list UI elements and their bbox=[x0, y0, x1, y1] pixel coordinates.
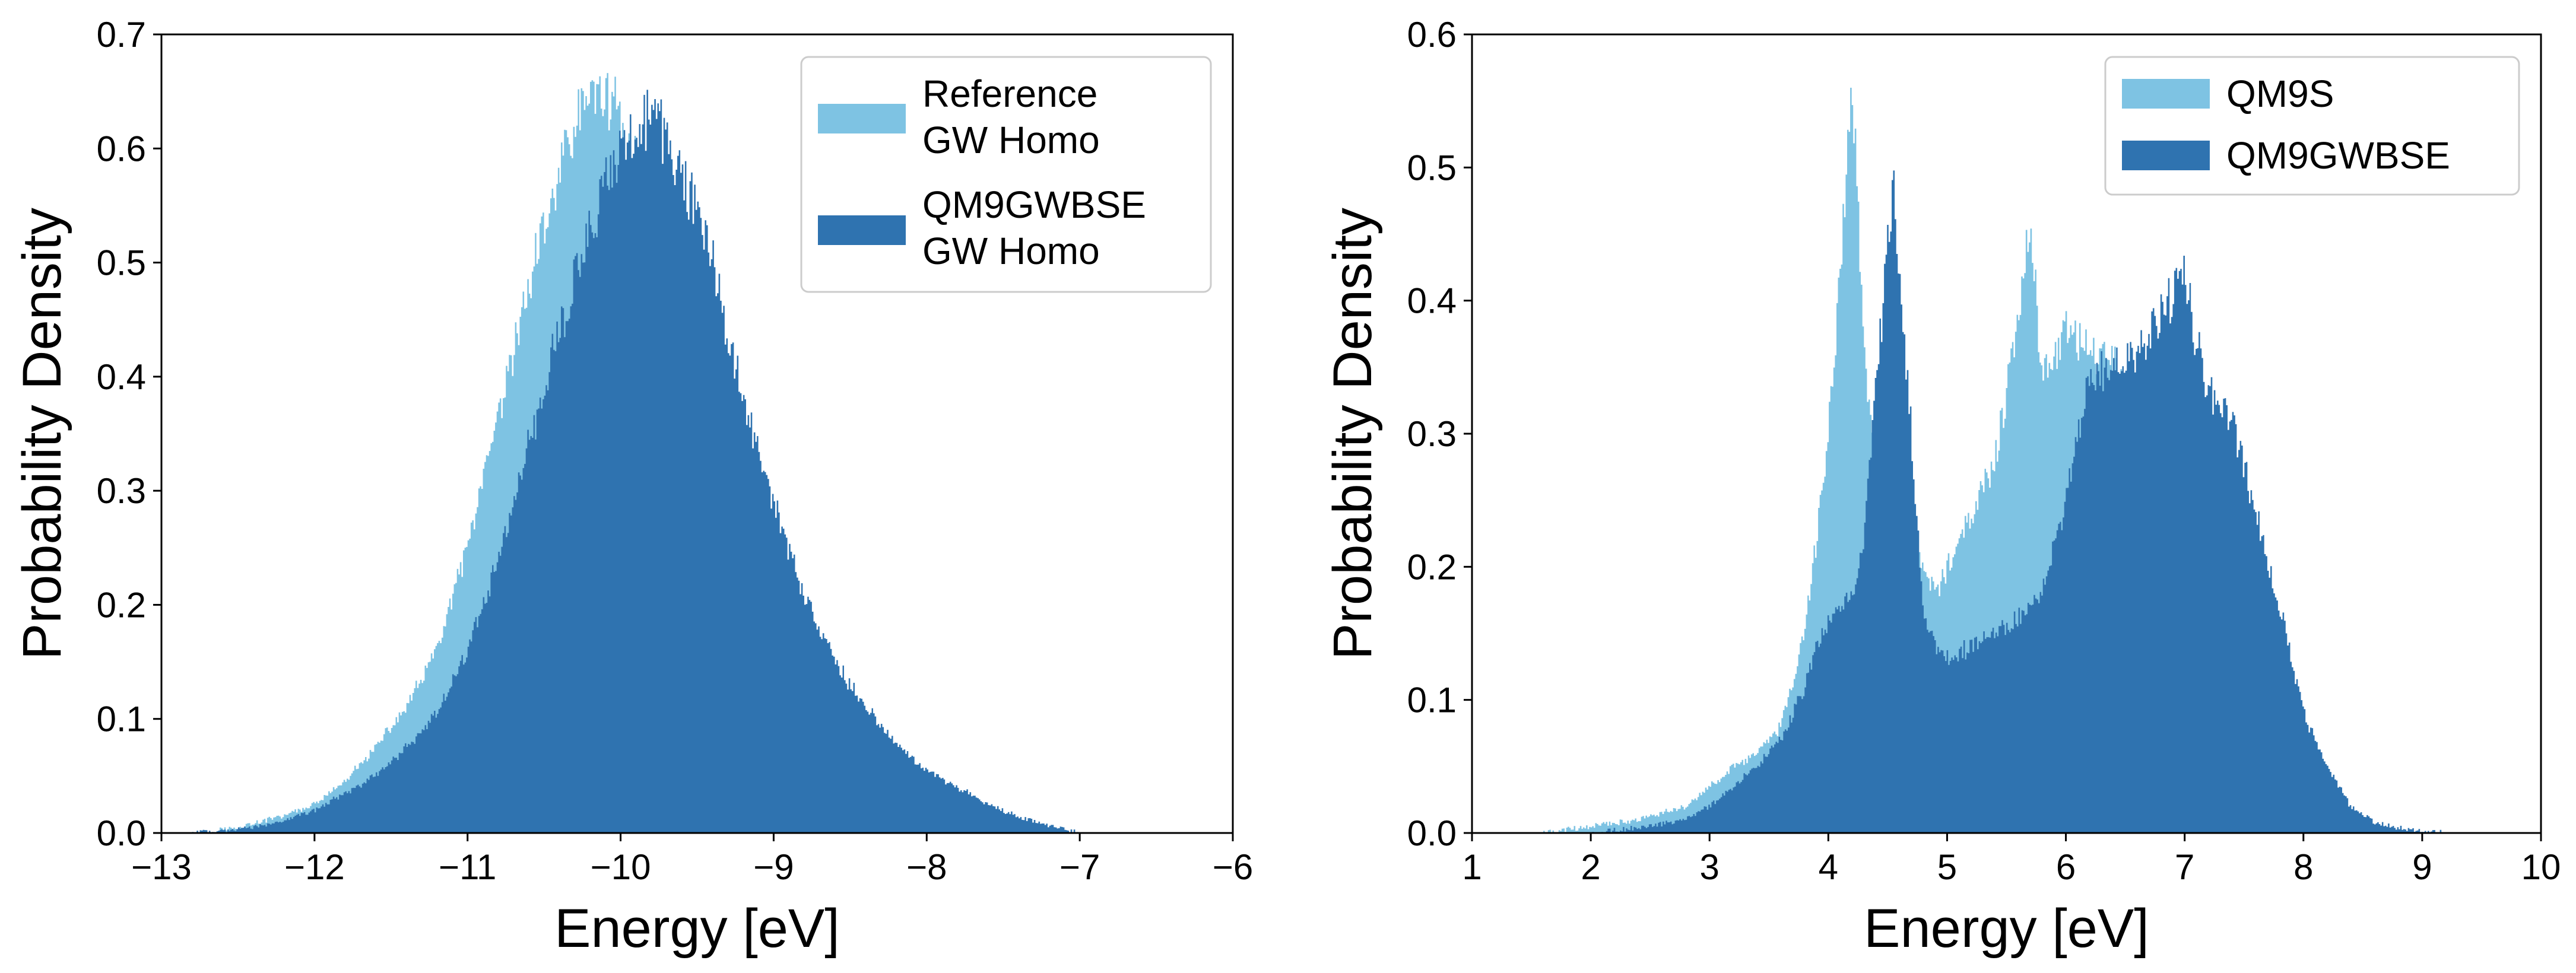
legend-label: QM9GWBSE bbox=[922, 183, 1146, 226]
x-tick-label: 1 bbox=[1462, 847, 1481, 887]
left-histogram-panel: −13 −12 −11 −10 −9 −8 −7 −6 0.00.10.20.30.40.50… bbox=[12, 15, 1253, 959]
y-tick-label: 0.0 bbox=[1407, 813, 1457, 853]
y-tick-label: 0.6 bbox=[97, 129, 146, 168]
y-tick-label: 0.3 bbox=[97, 471, 146, 511]
x-tick-label: 4 bbox=[1819, 847, 1838, 887]
y-tick-label: 0.4 bbox=[97, 357, 146, 397]
x-tick-label: −6 bbox=[1213, 847, 1253, 887]
y-tick-label: 0.0 bbox=[97, 813, 146, 853]
x-tick-label: 8 bbox=[2293, 847, 2313, 887]
legend-label: QM9GWBSE bbox=[2226, 134, 2450, 177]
legend-swatch bbox=[818, 215, 906, 245]
x-tick-label: 10 bbox=[2521, 847, 2561, 887]
x-tick-label: 2 bbox=[1581, 847, 1600, 887]
legend-swatch bbox=[818, 104, 906, 133]
x-tick-label: −12 bbox=[284, 847, 345, 887]
legend-label: QM9S bbox=[2226, 72, 2334, 115]
legend-swatch bbox=[2122, 79, 2210, 109]
x-tick-label: 7 bbox=[2175, 847, 2194, 887]
left-histogram-bars bbox=[192, 73, 1080, 834]
left-y-axis-label: Probability Density bbox=[12, 208, 72, 660]
right-x-axis-label: Energy [eV] bbox=[1864, 898, 2149, 959]
y-tick-label: 0.1 bbox=[1407, 681, 1457, 720]
y-tick-label: 0.5 bbox=[97, 243, 146, 283]
left-x-ticks: −13 −12 −11 −10 −9 −8 −7 −6 bbox=[131, 833, 1253, 887]
x-tick-label: 5 bbox=[1937, 847, 1957, 887]
right-histogram-panel: 1 2 3 4 5 6 7 8 9 10 0.0 0.1 0.2 0.3 0.4 0.5 0.6 Energy… bbox=[1322, 15, 2561, 959]
right-y-axis-label: Probability Density bbox=[1322, 208, 1383, 660]
right-histogram-bars bbox=[1543, 87, 2446, 833]
x-tick-label: −8 bbox=[906, 847, 947, 887]
right-x-ticks: 1 2 3 4 5 6 7 8 9 10 bbox=[1462, 833, 2561, 887]
y-tick-label: 0.2 bbox=[97, 585, 146, 625]
legend-swatch bbox=[2122, 141, 2210, 170]
right-y-ticks: 0.0 0.1 0.2 0.3 0.4 0.5 0.6 bbox=[1407, 15, 1472, 853]
x-tick-label: 9 bbox=[2412, 847, 2432, 887]
y-tick-label: 0.3 bbox=[1407, 414, 1457, 454]
y-tick-label: 0.6 bbox=[1407, 15, 1457, 55]
y-tick-label: 0.1 bbox=[97, 699, 146, 739]
y-tick-label: 0.2 bbox=[1407, 547, 1457, 587]
left-x-axis-label: Energy [eV] bbox=[554, 898, 840, 959]
y-tick-label: 0.7 bbox=[97, 15, 146, 55]
y-tick-label: 0.4 bbox=[1407, 281, 1457, 321]
x-tick-label: −7 bbox=[1059, 847, 1100, 887]
left-y-ticks: 0.0 0.1 0.2 0.3 0.4 0.5 0.6 0.7 bbox=[97, 15, 161, 853]
y-tick-label: 0.5 bbox=[1407, 148, 1457, 187]
right-legend: QM9S QM9GWBSE bbox=[2104, 56, 2520, 196]
x-tick-label: 6 bbox=[2056, 847, 2076, 887]
histogram-series-qm9gwbse bbox=[1591, 170, 2446, 833]
legend-label: Reference bbox=[922, 72, 1097, 115]
x-tick-label: −10 bbox=[591, 847, 651, 887]
legend-label: GW Homo bbox=[922, 230, 1100, 272]
x-tick-label: −9 bbox=[753, 847, 794, 887]
x-tick-label: 3 bbox=[1700, 847, 1720, 887]
left-plot-frame bbox=[160, 33, 1234, 834]
x-tick-label: −13 bbox=[131, 847, 192, 887]
histogram-series-qm9gwbse-gw-homo bbox=[192, 90, 1080, 833]
x-tick-label: −11 bbox=[439, 847, 496, 887]
legend-label: GW Homo bbox=[922, 119, 1100, 161]
